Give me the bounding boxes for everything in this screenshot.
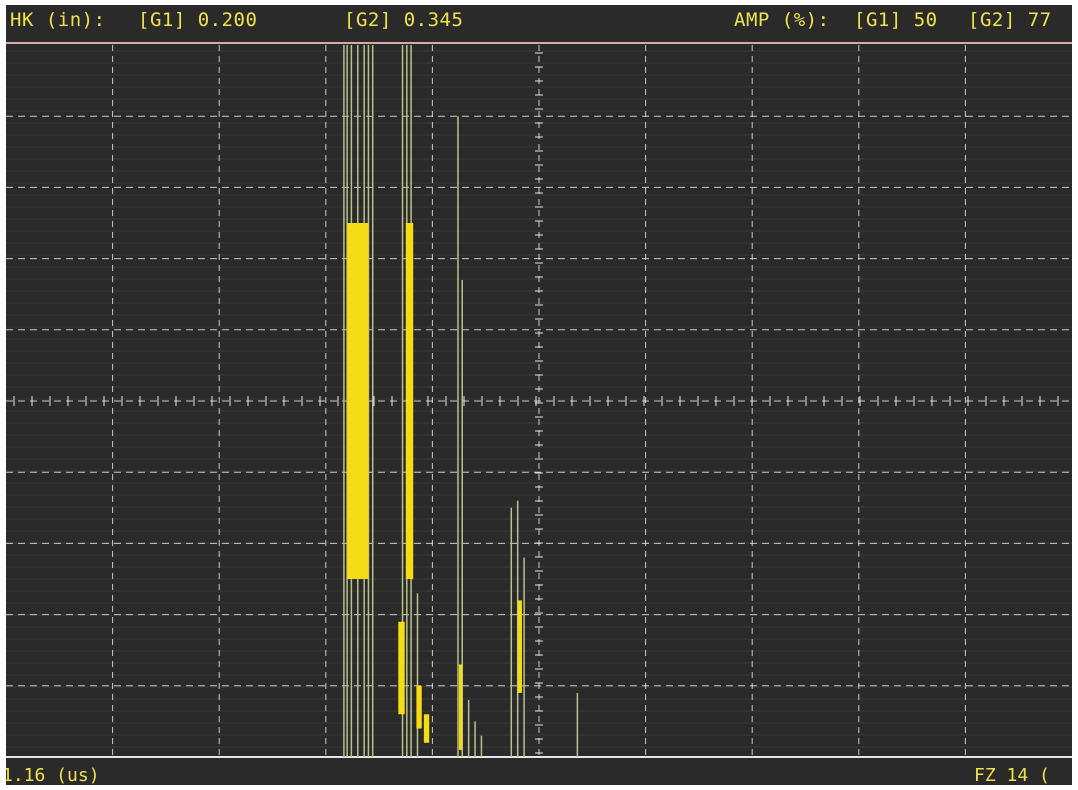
gate1-depth: [G1] 0.200 [138, 9, 258, 31]
ascan-display: HK (in): [G1] 0.200 [G2] 0.345 AMP (%): … [6, 5, 1072, 785]
zone-label: FZ 14 ( [974, 765, 1050, 785]
footer-bar: 1.16 (us) FZ 14 ( [6, 759, 1072, 785]
gate2-amp: [G2] 77 [968, 9, 1052, 31]
amp-label: AMP (%): [734, 9, 830, 31]
ascan-plot [6, 42, 1072, 758]
hk-label: HK (in): [10, 9, 106, 31]
gate1-amp: [G1] 50 [854, 9, 938, 31]
signal-echo [423, 714, 430, 743]
range-label: 1.16 (us) [6, 765, 100, 785]
signal-echo [405, 223, 414, 579]
gate2-depth: [G2] 0.345 [344, 9, 464, 31]
signal-echo [416, 685, 422, 729]
signal-echo [347, 223, 369, 579]
signal-echo [398, 621, 405, 715]
signal-echo [459, 664, 463, 750]
signal-echo [517, 600, 522, 693]
header-bar: HK (in): [G1] 0.200 [G2] 0.345 AMP (%): … [6, 5, 1072, 39]
